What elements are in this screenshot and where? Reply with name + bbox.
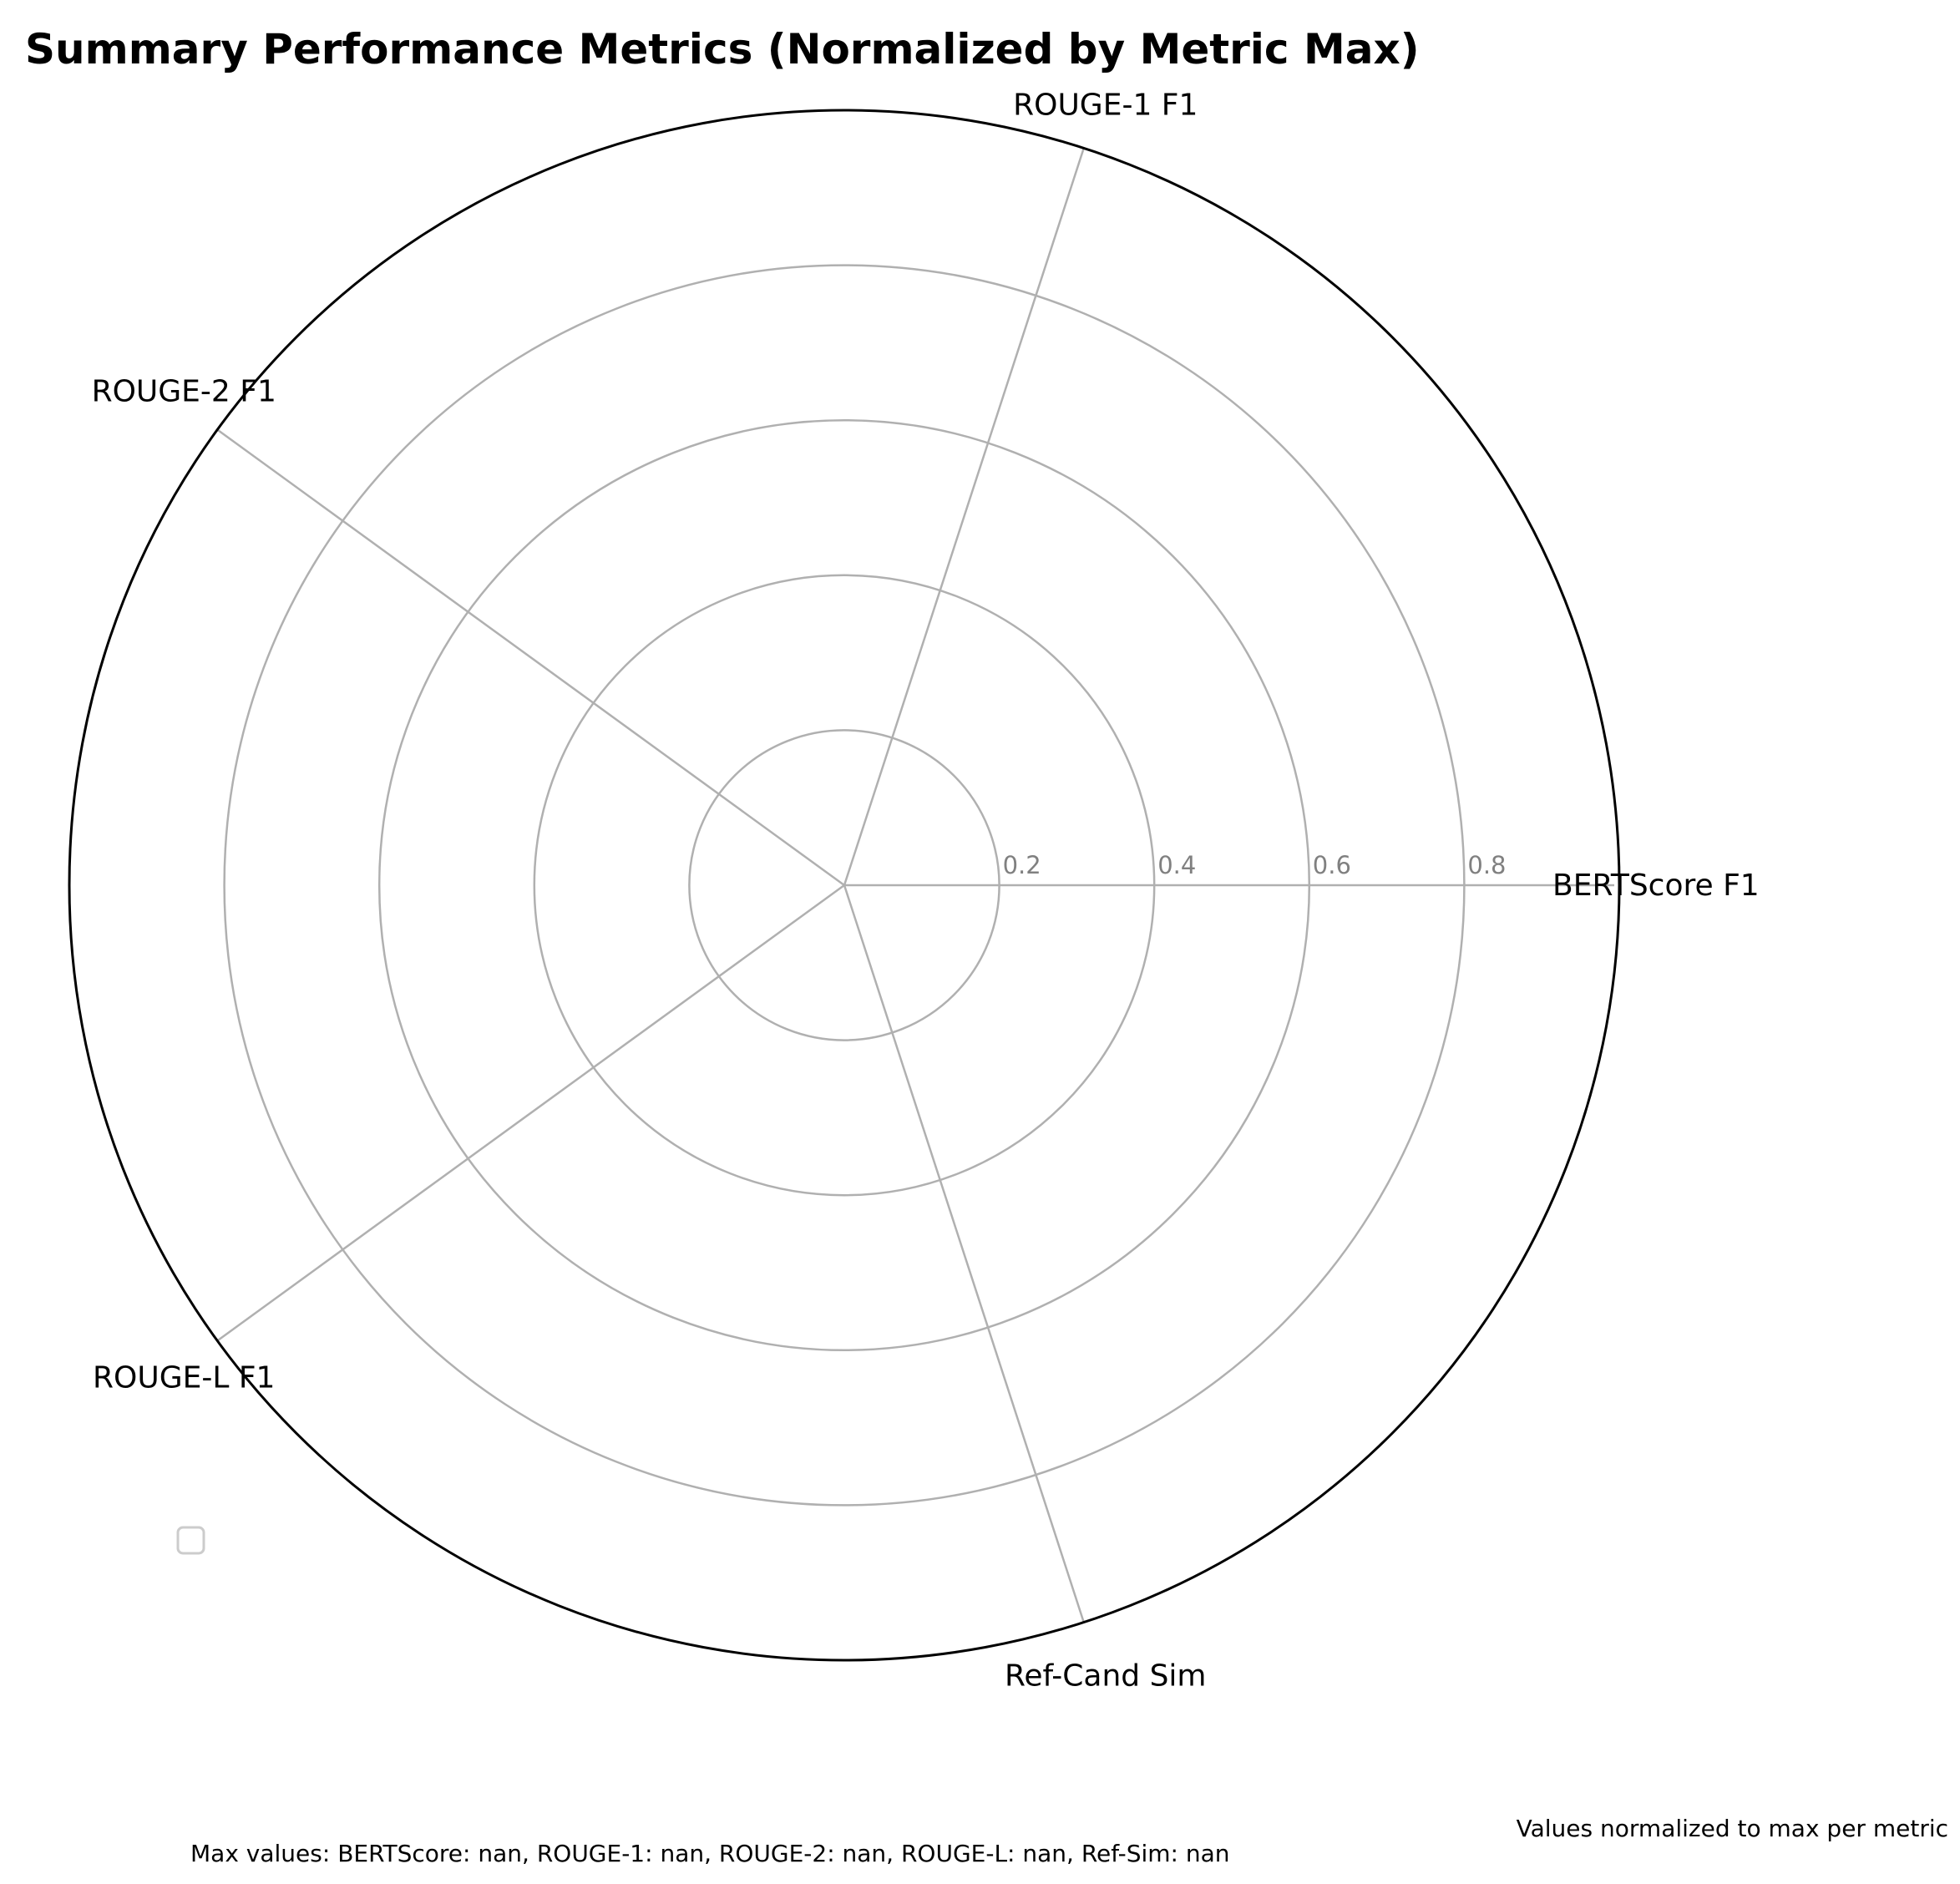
- legend-box: [176, 1526, 205, 1555]
- radial-tick-labels: 0.2 0.4 0.6 0.8: [1003, 851, 1507, 879]
- spoke-4: [216, 884, 845, 1342]
- tick-label-2: 0.4: [1157, 851, 1196, 879]
- footer-max-values: Max values: BERTScore: nan, ROUGE-1: nan…: [190, 1840, 1230, 1867]
- tick-label-1: 0.2: [1003, 851, 1041, 879]
- axis-label-3: ROUGE-2 F1: [92, 375, 276, 409]
- axis-label-2: ROUGE-1 F1: [1013, 88, 1198, 122]
- spoke-5: [843, 884, 1085, 1623]
- normalization-note: Values normalized to max per metric: [1517, 1815, 1948, 1842]
- chart-title: Summary Performance Metrics (Normalized …: [25, 25, 1420, 73]
- axis-label-4: ROUGE-L F1: [93, 1360, 275, 1395]
- tick-label-4: 0.8: [1467, 851, 1506, 879]
- axis-labels: BERTScore F1 ROUGE-1 F1 ROUGE-2 F1 ROUGE-L …: [92, 88, 1760, 1693]
- axis-label-5: Ref-Cand Sim: [1005, 1659, 1206, 1694]
- axis-label-1: BERTScore F1: [1552, 869, 1760, 903]
- spoke-2: [843, 148, 1085, 886]
- tick-label-3: 0.6: [1313, 851, 1351, 879]
- spoke-3: [216, 428, 845, 887]
- axis-spokes: [216, 148, 1614, 1623]
- outer-spine: [68, 109, 1621, 1662]
